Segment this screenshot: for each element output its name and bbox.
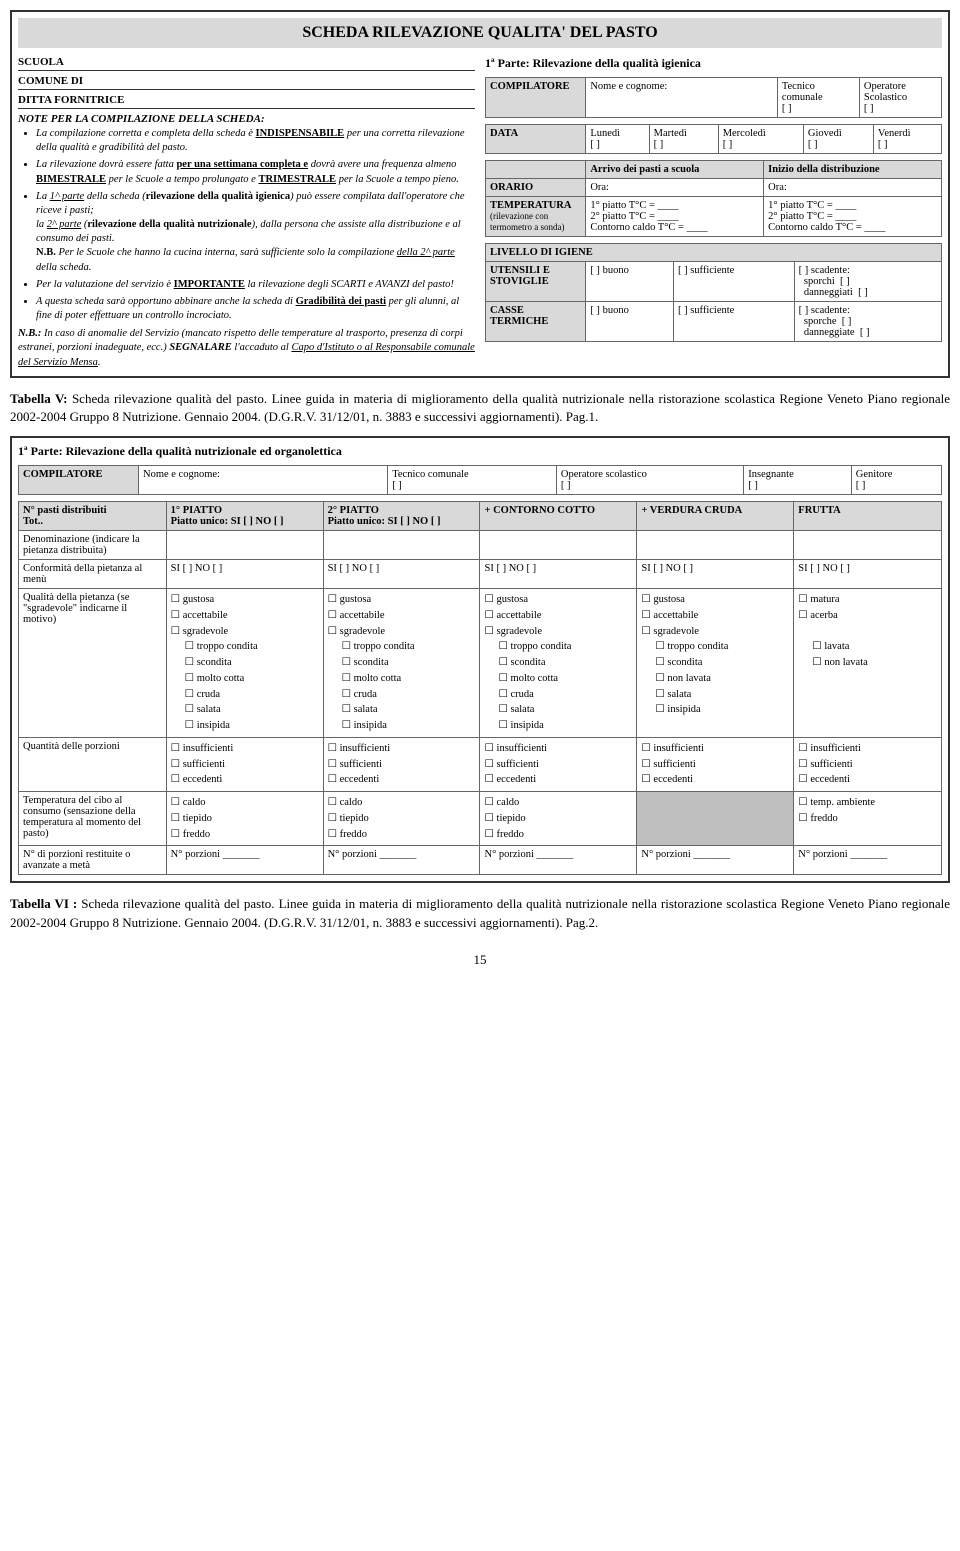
page-number: 15	[10, 952, 950, 968]
cell: N° porzioni _______	[323, 846, 480, 875]
sheet1-right: 1ª Parte: Rilevazione della qualità igie…	[485, 56, 942, 370]
caption-2: Tabella VI : Scheda rilevazione qualità …	[10, 895, 950, 931]
cell: COMPILATORE	[19, 466, 139, 495]
cell: Arrivo dei pasti a scuola	[586, 161, 764, 179]
cell: Operatore scolastico[ ]	[556, 466, 743, 495]
field-scuola: SCUOLA	[18, 56, 475, 71]
sheet1-top: SCUOLA COMUNE DI DITTA FORNITRICE NOTE P…	[18, 56, 942, 370]
cell: Tecnico comunale[ ]	[388, 466, 557, 495]
cell: COMPILATORE	[486, 78, 586, 118]
note-item: La compilazione corretta e completa dell…	[36, 127, 475, 155]
cell: DATA	[486, 125, 586, 154]
cell: CASSE TERMICHE	[486, 302, 586, 342]
temp-cell: ☐ temp. ambiente☐ freddo	[794, 792, 942, 846]
cell: SI [ ] NO [ ]	[637, 560, 794, 589]
cell: UTENSILI E STOVIGLIE	[486, 262, 586, 302]
quant-cell: ☐ insufficienti☐ sufficienti☐ eccedenti	[794, 737, 942, 791]
cell: 1° piatto T°C = ____ 2° piatto T°C = ___…	[586, 197, 764, 237]
cell: Ora:	[764, 179, 942, 197]
cell: ORARIO	[486, 179, 586, 197]
comp2-table: COMPILATORE Nome e cognome: Tecnico comu…	[18, 465, 942, 495]
temp-cell-grey	[637, 792, 794, 846]
cell: Insegnante[ ]	[744, 466, 851, 495]
qual-cell: ☐ gustosa☐ accettabile☐ sgradevole☐ trop…	[637, 589, 794, 738]
quant-cell: ☐ insufficienti☐ sufficienti☐ eccedenti	[480, 737, 637, 791]
big-table: N° pasti distribuitiTot.. 1° PIATTOPiatt…	[18, 501, 942, 875]
orario-table: Arrivo dei pasti a scuola Inizio della d…	[485, 160, 942, 237]
cell: N° porzioni _______	[794, 846, 942, 875]
cell: Nome e cognome:	[138, 466, 387, 495]
cell: SI [ ] NO [ ]	[794, 560, 942, 589]
temp-cell: ☐ caldo☐ tiepido☐ freddo	[166, 792, 323, 846]
cell: [ ] scadente: sporchi [ ] danneggiati [ …	[794, 262, 941, 302]
quant-cell: ☐ insufficienti☐ sufficienti☐ eccedenti	[166, 737, 323, 791]
cell: Tecnico comunale[ ]	[777, 78, 859, 118]
quant-cell: ☐ insufficienti☐ sufficienti☐ eccedenti	[637, 737, 794, 791]
field-ditta: DITTA FORNITRICE	[18, 94, 475, 109]
cell: 1° piatto T°C = ____ 2° piatto T°C = ___…	[764, 197, 942, 237]
sheet1-left: SCUOLA COMUNE DI DITTA FORNITRICE NOTE P…	[18, 56, 475, 370]
cell: [ ] buono	[586, 262, 674, 302]
cell: Denominazione (indicare la pietanza dist…	[19, 531, 167, 560]
qual-cell: ☐ gustosa☐ accettabile☐ sgradevole☐ trop…	[166, 589, 323, 738]
cell: Operatore Scolastico[ ]	[859, 78, 941, 118]
sheet-2: 1ª Parte: Rilevazione della qualità nutr…	[10, 436, 950, 883]
note-item: Per la valutazione del servizio è IMPORT…	[36, 278, 475, 292]
cell: Lunedì[ ]	[586, 125, 649, 154]
cell: Inizio della distribuzione	[764, 161, 942, 179]
temp-cell: ☐ caldo☐ tiepido☐ freddo	[480, 792, 637, 846]
cell: Genitore[ ]	[851, 466, 941, 495]
cell: [ ] buono	[586, 302, 674, 342]
cell: Temperatura del cibo al consumo (sensazi…	[19, 792, 167, 846]
cell: Giovedì[ ]	[803, 125, 873, 154]
qual-cell: ☐ matura☐ acerba☐ lavata☐ non lavata	[794, 589, 942, 738]
cell: [ ] scadente: sporche [ ] danneggiate [ …	[794, 302, 941, 342]
cell: Nome e cognome:	[586, 78, 778, 118]
cell: LIVELLO DI IGIENE	[486, 244, 942, 262]
cell: SI [ ] NO [ ]	[323, 560, 480, 589]
cell: Venerdì[ ]	[873, 125, 941, 154]
cell: SI [ ] NO [ ]	[166, 560, 323, 589]
parte1-title: 1ª Parte: Rilevazione della qualità igie…	[485, 56, 942, 71]
cell: Martedì[ ]	[649, 125, 718, 154]
parte2-title: 1ª Parte: Rilevazione della qualità nutr…	[18, 444, 942, 459]
sheet-1: SCHEDA RILEVAZIONE QUALITA' DEL PASTO SC…	[10, 10, 950, 378]
cell: N° pasti distribuitiTot..	[19, 502, 167, 531]
note-item: La 1^ parte della scheda (rilevazione de…	[36, 190, 475, 275]
field-comune: COMUNE DI	[18, 75, 475, 90]
cell: Mercoledì[ ]	[718, 125, 803, 154]
cell: SI [ ] NO [ ]	[480, 560, 637, 589]
note-item: La rilevazione dovrà essere fatta per un…	[36, 158, 475, 186]
cell: TEMPERATURA(rilevazione con termometro a…	[486, 197, 586, 237]
cell: 2° PIATTOPiatto unico: SI [ ] NO [ ]	[323, 502, 480, 531]
notes-header: NOTE PER LA COMPILAZIONE DELLA SCHEDA:	[18, 113, 475, 125]
cell: Ora:	[586, 179, 764, 197]
cell: N° di porzioni restituite o avanzate a m…	[19, 846, 167, 875]
cell: N° porzioni _______	[480, 846, 637, 875]
cell: Qualità della pietanza (se "sgradevole" …	[19, 589, 167, 738]
qual-cell: ☐ gustosa☐ accettabile☐ sgradevole☐ trop…	[323, 589, 480, 738]
cell: FRUTTA	[794, 502, 942, 531]
qual-cell: ☐ gustosa☐ accettabile☐ sgradevole☐ trop…	[480, 589, 637, 738]
compilatore-table: COMPILATORE Nome e cognome: Tecnico comu…	[485, 77, 942, 118]
cell: N° porzioni _______	[166, 846, 323, 875]
igiene-table: LIVELLO DI IGIENE UTENSILI E STOVIGLIE […	[485, 243, 942, 342]
sheet1-title: SCHEDA RILEVAZIONE QUALITA' DEL PASTO	[18, 18, 942, 48]
nb-text: N.B.: In caso di anomalie del Servizio (…	[18, 327, 475, 370]
cell: Conformità della pietanza al menù	[19, 560, 167, 589]
quant-cell: ☐ insufficienti☐ sufficienti☐ eccedenti	[323, 737, 480, 791]
cell: [ ] sufficiente	[673, 302, 794, 342]
note-item: A questa scheda sarà opportuno abbinare …	[36, 295, 475, 323]
cell: N° porzioni _______	[637, 846, 794, 875]
cell: Quantità delle porzioni	[19, 737, 167, 791]
cell: 1° PIATTOPiatto unico: SI [ ] NO [ ]	[166, 502, 323, 531]
cell: + VERDURA CRUDA	[637, 502, 794, 531]
notes-list: La compilazione corretta e completa dell…	[18, 127, 475, 323]
cell: + CONTORNO COTTO	[480, 502, 637, 531]
cell: [ ] sufficiente	[673, 262, 794, 302]
temp-cell: ☐ caldo☐ tiepido☐ freddo	[323, 792, 480, 846]
caption-1: Tabella V: Scheda rilevazione qualità de…	[10, 390, 950, 426]
data-table: DATA Lunedì[ ] Martedì[ ] Mercoledì[ ] G…	[485, 124, 942, 154]
